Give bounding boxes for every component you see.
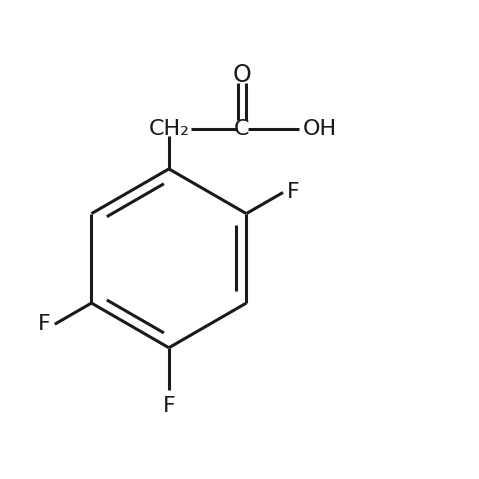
Text: F: F — [38, 314, 51, 334]
Text: C: C — [234, 119, 250, 139]
Text: O: O — [232, 63, 251, 87]
Text: F: F — [162, 396, 175, 416]
Text: F: F — [287, 182, 299, 203]
Text: OH: OH — [303, 119, 337, 139]
Text: CH₂: CH₂ — [148, 119, 189, 139]
